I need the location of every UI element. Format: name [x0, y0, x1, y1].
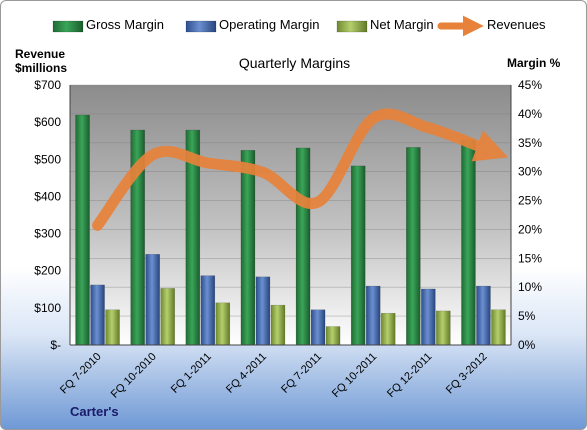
category-label: FQ 10-2011: [330, 351, 379, 400]
category-label: FQ 1-2011: [169, 351, 214, 396]
right-axis-ticks: 0% 5% 10% 15% 20% 25% 30% 35% 40% 45%: [518, 78, 542, 352]
right-tick-label: 0%: [518, 338, 536, 352]
right-tick-label: 5%: [518, 309, 536, 323]
legend-label-operating-margin: Operating Margin: [219, 17, 320, 32]
net-margin-bar: [215, 302, 231, 346]
category-label: FQ 7-2011: [279, 351, 324, 396]
category-label: FQ 3-2012: [444, 351, 490, 397]
legend-label-net-margin: Net Margin: [370, 17, 434, 32]
left-axis-title-line2: $millions: [15, 61, 68, 75]
operating-margin-bar: [200, 275, 216, 346]
operating-margin-bar: [90, 284, 105, 346]
right-tick-label: 40%: [518, 107, 542, 121]
axes: [69, 85, 512, 346]
left-tick-label: $-: [50, 338, 61, 352]
net-margin-bar: [105, 309, 120, 346]
operating-margin-bar: [365, 285, 381, 346]
operating-margin-bar: [421, 288, 436, 346]
net-margin-bar: [436, 310, 451, 346]
legend-label-revenues: Revenues: [487, 17, 546, 32]
net-margin-bar: [491, 309, 506, 346]
right-tick-label: 25%: [518, 194, 542, 208]
left-tick-label: $200: [34, 264, 61, 278]
gross-margin-bar: [461, 139, 476, 346]
left-tick-label: $400: [34, 189, 61, 203]
revenue-line: [92, 108, 509, 231]
left-tick-label: $700: [34, 78, 61, 92]
right-tick-label: 35%: [518, 136, 542, 150]
net-margin-bar: [325, 326, 341, 346]
gross-margin-bar: [406, 147, 421, 346]
gross-margin-bar: [295, 147, 311, 346]
operating-margin-bar: [310, 309, 326, 346]
net-margin-bar: [380, 312, 396, 346]
left-tick-label: $300: [34, 227, 61, 241]
operating-margin-bar: [476, 285, 491, 346]
chart-title: Quarterly Margins: [238, 55, 351, 71]
category-label: FQ 10-2010: [109, 351, 159, 401]
gross-margin-bar: [350, 165, 366, 346]
legend-label-gross-margin: Gross Margin: [86, 17, 165, 32]
operating-margin-bar: [145, 254, 160, 346]
left-tick-label: $600: [34, 115, 61, 129]
category-label: FQ 12-2011: [385, 351, 434, 400]
right-tick-label: 20%: [518, 222, 542, 236]
right-axis-title: Margin %: [507, 56, 561, 70]
left-axis-title-line1: Revenue: [15, 47, 66, 61]
right-tick-label: 30%: [518, 165, 542, 179]
right-tick-label: 45%: [518, 78, 542, 92]
right-tick-label: 15%: [518, 251, 542, 265]
legend-swatches: [52, 15, 484, 37]
left-axis-ticks: $- $100 $200 $300 $400 $500 $600 $700: [34, 78, 61, 352]
net-margin-bar: [270, 304, 286, 346]
category-labels: FQ 7-2010 FQ 10-2010 FQ 1-2011 FQ 4-2011 FQ …: [58, 351, 490, 401]
company-label: Carter's: [70, 404, 119, 419]
gross-margin-bar: [75, 114, 90, 346]
net-margin-bar: [160, 288, 175, 346]
left-axis-title: Revenue $millions: [15, 47, 67, 75]
left-tick-label: $100: [34, 301, 61, 315]
right-tick-label: 10%: [518, 280, 542, 294]
category-label: FQ 4-2011: [224, 351, 269, 396]
net-margin-legend-swatch: [336, 20, 368, 33]
operating-margin-legend-swatch: [185, 20, 217, 33]
gross-margin-legend-swatch: [52, 20, 84, 33]
left-tick-label: $500: [34, 152, 61, 166]
gross-margin-bar: [240, 150, 256, 346]
operating-margin-bar: [255, 276, 271, 346]
category-label: FQ 7-2010: [58, 351, 104, 397]
